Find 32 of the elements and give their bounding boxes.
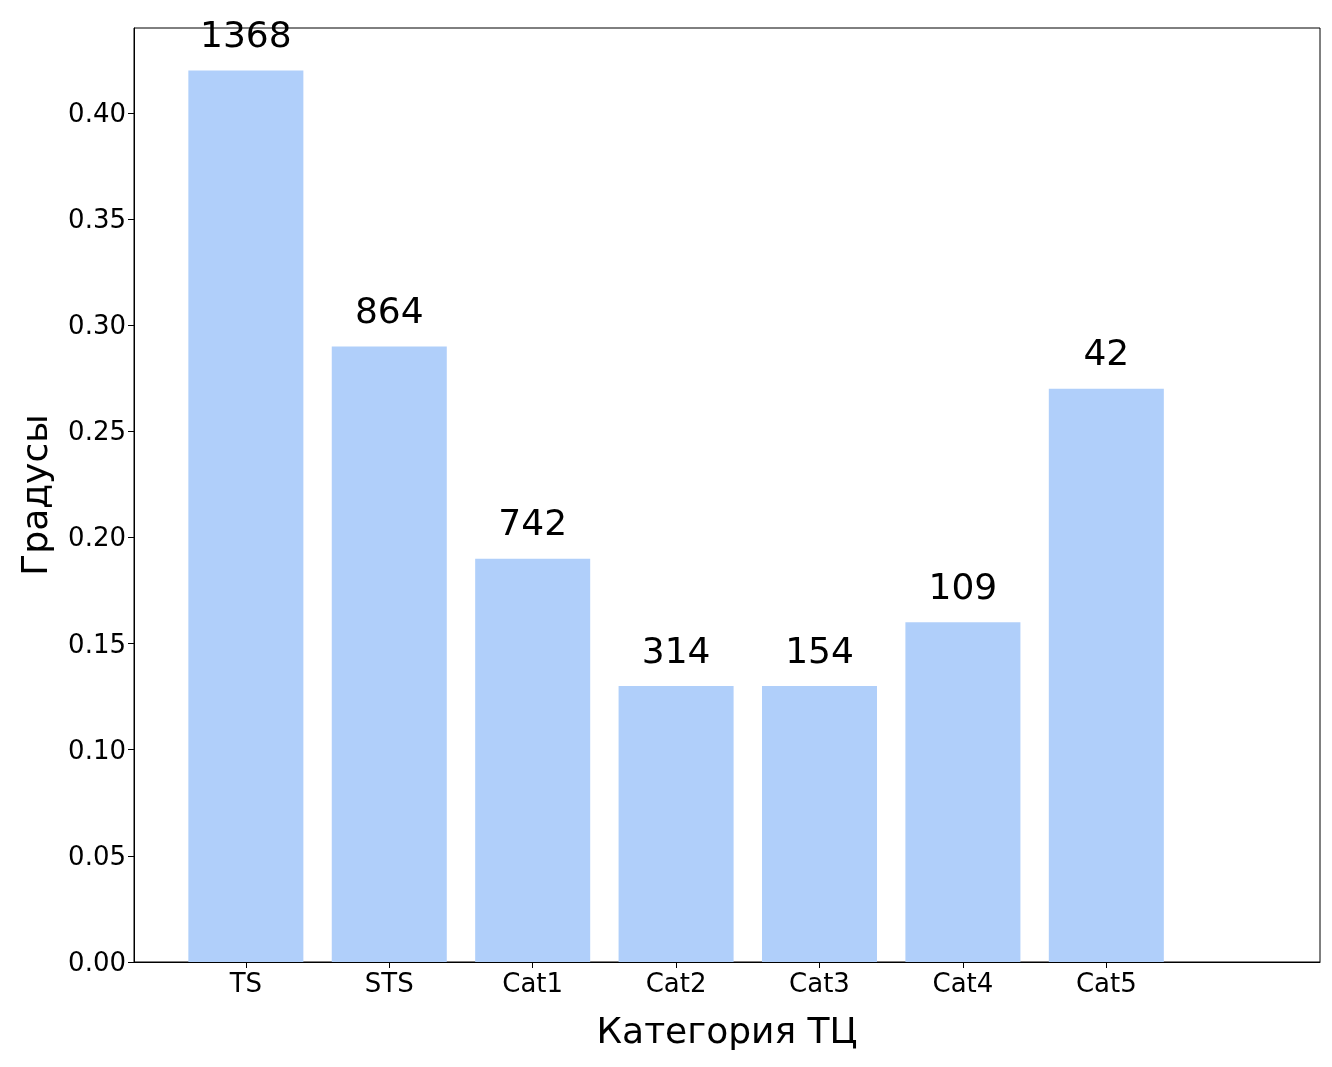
- bar: [1048, 388, 1164, 962]
- annotation: 314: [641, 629, 711, 671]
- y-tick-label: 0.15: [68, 628, 126, 659]
- annotation: 109: [928, 565, 998, 607]
- y-tick-label: 0.30: [68, 310, 126, 341]
- x-tick-label: Cat5: [1075, 968, 1137, 998]
- y-tick-label: 0.35: [68, 204, 126, 235]
- bar: [475, 558, 591, 962]
- annotation: 742: [498, 502, 568, 544]
- bar: [188, 70, 304, 962]
- y-tick-label: 0.10: [68, 734, 126, 765]
- x-tick-label: Cat1: [502, 968, 564, 998]
- y-tick-label: 0.00: [68, 947, 126, 977]
- y-axis-title: Градусы: [13, 414, 55, 576]
- x-tick-label: Cat4: [932, 968, 994, 998]
- annotation: 864: [354, 289, 424, 331]
- annotation: 154: [785, 629, 854, 671]
- x-tick-label: Cat3: [789, 968, 850, 998]
- bar: [618, 686, 734, 962]
- bar: [331, 346, 447, 962]
- x-tick-label: STS: [364, 968, 414, 998]
- y-tick-label: 0.05: [68, 840, 126, 871]
- annotation: 1368: [200, 13, 292, 55]
- x-tick-label: TS: [228, 968, 263, 998]
- y-tick-label: 0.40: [68, 97, 126, 128]
- bar: [761, 686, 878, 962]
- x-axis-title: Категория ТЦ: [596, 1009, 858, 1051]
- annotation: 42: [1083, 332, 1130, 374]
- bar: [905, 622, 1021, 962]
- y-tick-label: 0.20: [68, 522, 126, 553]
- y-tick-label: 0.25: [68, 416, 126, 447]
- x-tick-label: Cat2: [645, 968, 707, 998]
